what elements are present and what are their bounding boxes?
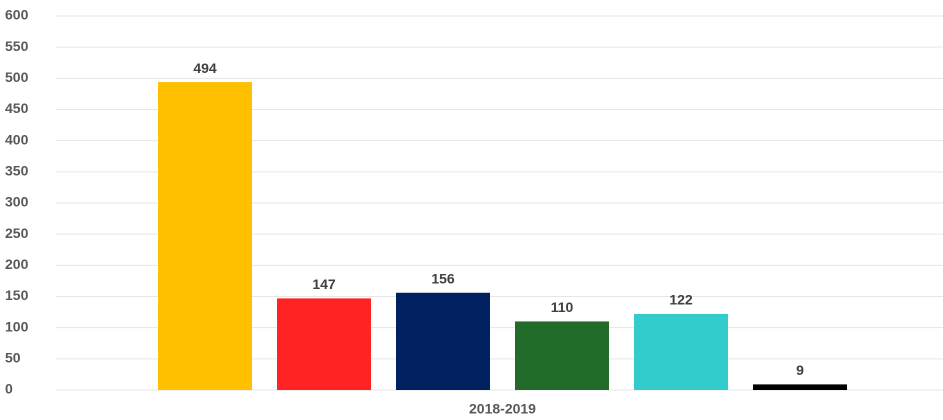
bar xyxy=(634,313,728,390)
y-tick-label: 150 xyxy=(5,287,29,303)
y-tick-label: 400 xyxy=(5,131,29,147)
value-label: 147 xyxy=(312,276,336,292)
y-tick-label: 300 xyxy=(5,194,29,210)
bar xyxy=(396,292,490,390)
y-tick-label: 350 xyxy=(5,163,29,179)
value-label: 9 xyxy=(796,362,804,378)
y-tick-label: 550 xyxy=(5,38,29,54)
value-label: 122 xyxy=(669,292,693,308)
y-tick-label: 50 xyxy=(5,350,21,366)
bar xyxy=(753,384,847,390)
value-label: 156 xyxy=(431,270,455,286)
x-tick-label: 2018-2019 xyxy=(469,401,536,417)
bar xyxy=(277,298,371,390)
y-tick-label: 250 xyxy=(5,225,29,241)
bar xyxy=(515,321,609,390)
y-tick-label: 500 xyxy=(5,69,29,85)
y-tick-label: 0 xyxy=(5,381,13,397)
y-tick-label: 600 xyxy=(5,7,29,23)
y-tick-label: 200 xyxy=(5,256,29,272)
y-tick-label: 100 xyxy=(5,318,29,334)
value-label: 494 xyxy=(193,60,217,76)
value-label: 110 xyxy=(551,299,574,315)
bar xyxy=(158,82,252,390)
y-tick-label: 450 xyxy=(5,100,29,116)
